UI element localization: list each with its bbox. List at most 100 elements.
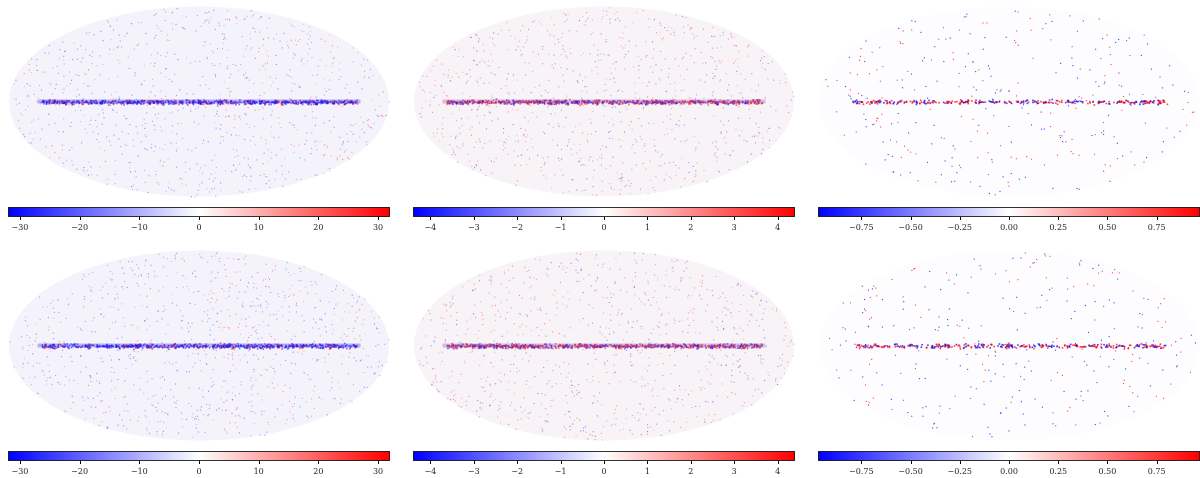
colorbar-tick xyxy=(430,217,432,220)
colorbar-tick-label: 0.50 xyxy=(1098,223,1117,232)
colorbar-tick xyxy=(19,217,21,220)
colorbar-tick-label: −1 xyxy=(554,467,567,476)
colorbar-tick-label: 0 xyxy=(601,223,607,232)
colorbar-tick xyxy=(378,217,380,220)
colorbar-tick xyxy=(690,217,692,220)
colorbar-tick xyxy=(1058,217,1060,220)
colorbar-tick xyxy=(473,217,475,220)
colorbar-tick xyxy=(258,217,260,220)
colorbar-tick xyxy=(560,461,562,464)
colorbar-tick xyxy=(777,461,779,464)
colorbar-tick xyxy=(560,217,562,220)
mollweide-sky-map xyxy=(819,6,1199,197)
colorbar-tick-label: 20 xyxy=(313,223,324,232)
colorbar-tick xyxy=(910,461,912,464)
colorbar-tick xyxy=(1156,217,1158,220)
colorbar-tick xyxy=(517,217,519,220)
colorbar xyxy=(818,207,1200,217)
colorbar-tick-label: −0.75 xyxy=(849,467,874,476)
colorbar-tick-label: 3 xyxy=(731,223,737,232)
colorbar-tick-label: −0.50 xyxy=(898,467,923,476)
colorbar-tick-label: 30 xyxy=(372,467,384,476)
colorbar-ticks: −0.75 −0.50 −0.25 0.00 0.25 0.50 0.75 xyxy=(818,461,1200,477)
colorbar-tick-label: −4 xyxy=(424,223,437,232)
mollweide-sky-map xyxy=(9,6,390,198)
panel-row1-col3: −0.75 −0.50 −0.25 0.00 0.25 0.50 0.75 xyxy=(814,4,1200,234)
colorbar-ticks: −4 −3 −2 −1 0 1 2 3 4 xyxy=(413,461,795,477)
galactic-plane-band xyxy=(37,99,361,104)
colorbar-tick-label: 10 xyxy=(253,467,264,476)
colorbar-tick-label: −10 xyxy=(130,467,148,476)
colorbar-tick-label: 0.75 xyxy=(1147,223,1166,232)
colorbar-tick xyxy=(1156,461,1158,464)
colorbar-tick-label: −30 xyxy=(11,467,29,476)
colorbar-tick-label: −2 xyxy=(511,467,524,476)
colorbar-tick-label: 0.50 xyxy=(1098,467,1117,476)
colorbar-tick xyxy=(199,217,200,220)
colorbar-tick xyxy=(517,461,519,464)
mollweide-sky-map xyxy=(414,250,795,441)
colorbar-tick-label: −20 xyxy=(71,223,89,232)
colorbar-tick-label: 30 xyxy=(372,223,384,232)
colorbar-tick-label: 0.00 xyxy=(1000,467,1018,476)
colorbar-tick xyxy=(79,217,81,220)
colorbar-tick xyxy=(777,217,779,220)
colorbar-tick xyxy=(861,217,863,220)
colorbar-tick xyxy=(647,461,649,464)
colorbar-tick xyxy=(1058,461,1060,464)
colorbar-tick-label: −0.25 xyxy=(947,467,973,476)
colorbar-tick-label: −4 xyxy=(424,467,437,476)
colorbar-tick-label: 0 xyxy=(196,467,202,476)
colorbar-tick xyxy=(378,461,380,464)
colorbar xyxy=(8,207,390,217)
colorbar-tick-label: 10 xyxy=(253,223,264,232)
colorbar-tick xyxy=(690,461,692,464)
sky-ellipse xyxy=(9,250,389,441)
colorbar-tick xyxy=(910,217,912,220)
colorbar-tick-label: 0.75 xyxy=(1147,467,1166,476)
colorbar-tick-label: 20 xyxy=(313,467,324,476)
colorbar xyxy=(818,451,1200,461)
colorbar-tick-label: 1 xyxy=(644,223,650,232)
mollweide-sky-map xyxy=(414,6,795,197)
colorbar-tick xyxy=(1009,461,1010,464)
colorbar-tick-label: 0 xyxy=(601,467,607,476)
colorbar-tick-label: −3 xyxy=(467,467,480,476)
colorbar-tick-label: 2 xyxy=(688,467,694,476)
galactic-plane-band xyxy=(37,343,361,348)
colorbar-tick-label: 0.00 xyxy=(1000,223,1018,232)
colorbar-tick xyxy=(959,217,961,220)
colorbar-tick-label: −30 xyxy=(11,223,29,232)
colorbar-tick-label: 0.25 xyxy=(1049,467,1068,476)
colorbar-tick xyxy=(604,217,605,220)
colorbar-tick-label: −20 xyxy=(71,467,89,476)
colorbar xyxy=(413,207,795,217)
mollweide-sky-map xyxy=(9,250,390,441)
colorbar-ticks: −0.75 −0.50 −0.25 0.00 0.25 0.50 0.75 xyxy=(818,217,1200,233)
colorbar-tick xyxy=(139,461,141,464)
colorbar-ticks: −4 −3 −2 −1 0 1 2 3 4 xyxy=(413,217,795,233)
colorbar-tick-label: −2 xyxy=(511,223,524,232)
colorbar-tick-label: −3 xyxy=(467,223,480,232)
panel-row1-col1: −30 −20 −10 0 10 20 30 xyxy=(4,4,394,234)
colorbar-tick-label: 4 xyxy=(775,223,781,232)
colorbar-tick-label: −0.50 xyxy=(898,223,923,232)
colorbar-tick-label: 2 xyxy=(688,223,694,232)
colorbar-tick-label: 0.25 xyxy=(1049,223,1068,232)
colorbar-ticks: −30 −20 −10 0 10 20 30 xyxy=(8,217,390,233)
panel-row2-col1: −30 −20 −10 0 10 20 30 xyxy=(4,248,394,478)
colorbar-tick xyxy=(734,461,736,464)
colorbar-tick xyxy=(199,461,200,464)
colorbar-ticks: −30 −20 −10 0 10 20 30 xyxy=(8,461,390,477)
colorbar xyxy=(8,451,390,461)
colorbar-tick xyxy=(79,461,81,464)
colorbar-tick-label: 3 xyxy=(731,467,737,476)
galactic-plane-band xyxy=(442,343,766,348)
colorbar-tick-label: 0 xyxy=(196,223,202,232)
colorbar-tick xyxy=(604,461,605,464)
colorbar-tick-label: −0.75 xyxy=(849,223,874,232)
colorbar-tick xyxy=(473,461,475,464)
colorbar-tick xyxy=(1107,461,1109,464)
colorbar-tick-label: 1 xyxy=(644,467,650,476)
